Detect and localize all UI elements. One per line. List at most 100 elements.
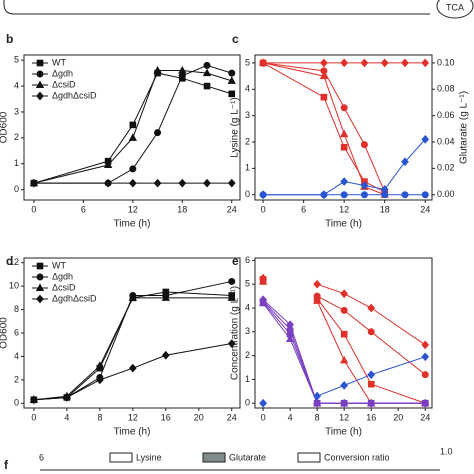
legend-label: ΔgdhΔcsiD xyxy=(52,293,97,303)
y-tick-label: 5 xyxy=(245,279,250,289)
marker xyxy=(227,76,236,84)
y-tick-label: 6 xyxy=(14,327,19,337)
marker xyxy=(340,355,349,364)
y-tick-label: 0 xyxy=(14,398,19,408)
x-tick-label: 20 xyxy=(393,412,403,422)
marker xyxy=(313,391,322,401)
marker xyxy=(320,58,328,68)
marker xyxy=(360,141,368,149)
legend-marker xyxy=(35,283,45,291)
x-tick-label: 12 xyxy=(128,412,138,422)
legend-swatch xyxy=(297,452,321,463)
tca-label: TCA xyxy=(446,2,464,12)
y-tick-label: 2 xyxy=(245,136,250,146)
marker xyxy=(95,361,104,369)
panel-label: b xyxy=(6,32,13,46)
legend-label: Lysine xyxy=(136,452,162,462)
marker xyxy=(340,289,349,299)
x-tick-label: 24 xyxy=(420,204,430,214)
x-tick-label: 12 xyxy=(339,204,349,214)
x-axis-title: Time (h) xyxy=(114,219,151,230)
marker xyxy=(63,393,71,402)
y-tick-label: 5 xyxy=(245,57,250,67)
marker xyxy=(203,178,211,188)
marker xyxy=(259,58,267,68)
marker xyxy=(227,178,236,188)
legend-marker xyxy=(36,59,44,67)
legend-label: ΔgdhΔcsiD xyxy=(52,90,97,100)
panel-label: e xyxy=(232,254,239,268)
plot-frame xyxy=(254,54,433,201)
marker xyxy=(340,381,349,390)
legend-marker xyxy=(36,294,44,304)
marker xyxy=(228,90,236,98)
y-tick-label: 4 xyxy=(245,84,250,94)
marker xyxy=(421,191,429,199)
plot-frame xyxy=(254,257,433,409)
x-tick-label: 24 xyxy=(420,412,430,422)
series-line xyxy=(263,62,386,193)
x-tick-label: 12 xyxy=(128,204,138,214)
y-tick-label: 4 xyxy=(14,80,19,90)
y-axis-title: OD600 xyxy=(0,111,10,143)
marker xyxy=(129,165,137,173)
x-axis-title: Time (h) xyxy=(114,427,151,438)
series-line xyxy=(316,356,426,397)
marker xyxy=(340,104,348,112)
marker xyxy=(360,191,368,199)
y-tick-label: 0 xyxy=(14,184,19,194)
legend-label: WT xyxy=(52,260,66,270)
y-tick-label: 3 xyxy=(245,110,250,120)
y-tick-label: 3 xyxy=(245,326,250,336)
marker xyxy=(340,191,348,199)
marker xyxy=(154,129,162,137)
marker xyxy=(421,340,430,350)
marker xyxy=(259,191,267,199)
marker xyxy=(340,306,348,314)
x-axis-title: Time (h) xyxy=(325,219,362,230)
series-line xyxy=(316,298,426,404)
x-tick-label: 0 xyxy=(31,204,36,214)
y-tick-label: 0 xyxy=(245,189,250,199)
x-tick-label: 8 xyxy=(315,412,320,422)
series-line xyxy=(316,283,426,346)
y2-tick-label: 0.10 xyxy=(437,57,455,67)
y-tick-label: 4 xyxy=(245,302,250,312)
marker xyxy=(202,68,212,77)
x-tick-label: 24 xyxy=(227,204,237,214)
y-tick-label: 5 xyxy=(14,55,19,65)
marker xyxy=(128,178,137,188)
x-tick-label: 16 xyxy=(161,412,171,422)
marker xyxy=(340,143,348,151)
y-tick-label: 10 xyxy=(9,281,19,291)
y-tick-label: 4 xyxy=(14,351,19,361)
marker xyxy=(313,398,322,407)
y-tick-label: 1 xyxy=(14,158,19,168)
legend-label: Conversion ratio xyxy=(324,452,390,462)
marker xyxy=(367,380,375,388)
legend-marker xyxy=(36,91,44,101)
y-tick-label: 8 xyxy=(14,304,19,314)
y2-tick-label: 0.04 xyxy=(437,136,455,146)
tca-node xyxy=(436,0,474,19)
x-tick-label: 0 xyxy=(31,412,36,422)
marker xyxy=(129,121,137,129)
x-tick-label: 4 xyxy=(288,412,293,422)
y-tick-label: 2 xyxy=(14,132,19,142)
y-tick-label: 1 xyxy=(245,163,250,173)
marker xyxy=(367,303,376,313)
x-tick-label: 18 xyxy=(380,204,390,214)
legend-label: WT xyxy=(52,57,66,67)
y2-tick-label: 0.08 xyxy=(437,84,455,94)
series-line xyxy=(316,295,426,376)
x-tick-label: 16 xyxy=(366,412,376,422)
x-axis-title: Time (h) xyxy=(325,427,362,438)
marker xyxy=(153,178,162,188)
legend-label: Δgdh xyxy=(52,271,73,281)
marker xyxy=(228,69,236,77)
marker xyxy=(367,328,375,336)
marker xyxy=(161,293,170,301)
x-tick-label: 0 xyxy=(261,204,266,214)
marker xyxy=(258,298,268,307)
x-tick-label: 6 xyxy=(301,204,306,214)
